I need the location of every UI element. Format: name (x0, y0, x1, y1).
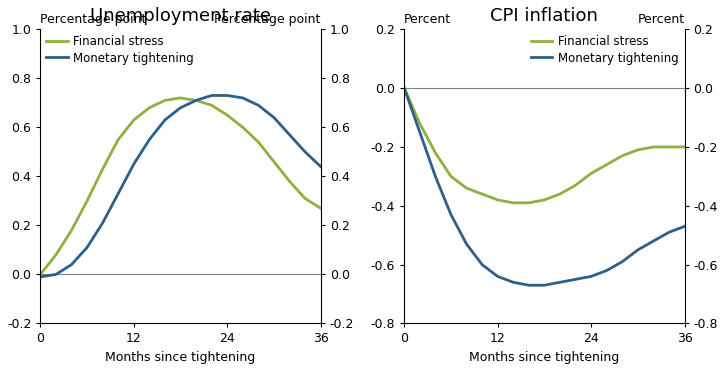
Financial stress (447, 174, 455, 178)
Monetary tightening (602, 268, 611, 273)
Monetary tightening (524, 283, 533, 288)
Financial stress (114, 137, 123, 142)
Financial stress (51, 253, 60, 257)
Financial stress (540, 198, 549, 202)
Financial stress (400, 86, 409, 91)
Financial stress (618, 154, 626, 158)
Monetary tightening (270, 115, 278, 120)
Monetary tightening (51, 272, 60, 277)
Financial stress (67, 228, 76, 233)
Financial stress (99, 167, 107, 171)
Monetary tightening (223, 93, 231, 98)
Financial stress (415, 121, 424, 126)
Monetary tightening (649, 239, 658, 243)
Financial stress (509, 201, 518, 205)
Monetary tightening (207, 93, 216, 98)
Financial stress (665, 145, 674, 149)
Financial stress (285, 179, 294, 184)
X-axis label: Months since tightening: Months since tightening (105, 351, 256, 364)
Financial stress (462, 186, 471, 190)
Financial stress (130, 118, 138, 122)
Financial stress (555, 192, 564, 196)
Financial stress (431, 151, 440, 155)
Financial stress (634, 148, 642, 152)
Line: Monetary tightening: Monetary tightening (41, 95, 320, 277)
Financial stress (176, 96, 185, 100)
Legend: Financial stress, Monetary tightening: Financial stress, Monetary tightening (46, 35, 194, 65)
Monetary tightening (665, 230, 674, 234)
Monetary tightening (316, 164, 325, 169)
Monetary tightening (680, 224, 689, 229)
Financial stress (680, 145, 689, 149)
Monetary tightening (114, 191, 123, 196)
Title: Unemployment rate: Unemployment rate (90, 7, 271, 25)
Line: Financial stress: Financial stress (41, 98, 320, 275)
Monetary tightening (99, 221, 107, 225)
Monetary tightening (493, 274, 502, 279)
Monetary tightening (83, 245, 91, 250)
Financial stress (207, 103, 216, 108)
Financial stress (493, 198, 502, 202)
Monetary tightening (587, 274, 595, 279)
Financial stress (83, 198, 91, 203)
Financial stress (602, 162, 611, 167)
Monetary tightening (145, 137, 154, 142)
Monetary tightening (509, 280, 518, 285)
Monetary tightening (447, 212, 455, 217)
Financial stress (160, 98, 169, 103)
Financial stress (571, 183, 580, 187)
Financial stress (36, 272, 45, 277)
Text: Percentage point: Percentage point (215, 13, 320, 26)
Text: Percentage point: Percentage point (41, 13, 146, 26)
Financial stress (316, 206, 325, 210)
Monetary tightening (160, 118, 169, 122)
Monetary tightening (555, 280, 564, 285)
Financial stress (191, 98, 200, 103)
Monetary tightening (571, 277, 580, 282)
Monetary tightening (67, 262, 76, 267)
Financial stress (223, 113, 231, 117)
Financial stress (301, 196, 310, 201)
Text: Percent: Percent (405, 13, 452, 26)
Financial stress (145, 105, 154, 110)
X-axis label: Months since tightening: Months since tightening (469, 351, 619, 364)
Financial stress (649, 145, 658, 149)
Monetary tightening (400, 86, 409, 91)
Financial stress (270, 160, 278, 164)
Monetary tightening (239, 96, 247, 100)
Legend: Financial stress, Monetary tightening: Financial stress, Monetary tightening (531, 35, 679, 65)
Title: CPI inflation: CPI inflation (490, 7, 598, 25)
Monetary tightening (176, 105, 185, 110)
Text: Percent: Percent (637, 13, 684, 26)
Financial stress (254, 140, 262, 144)
Line: Monetary tightening: Monetary tightening (405, 88, 684, 285)
Monetary tightening (254, 103, 262, 108)
Monetary tightening (285, 132, 294, 137)
Monetary tightening (634, 248, 642, 252)
Financial stress (239, 125, 247, 129)
Monetary tightening (540, 283, 549, 288)
Monetary tightening (478, 262, 486, 267)
Monetary tightening (130, 162, 138, 166)
Monetary tightening (415, 130, 424, 134)
Monetary tightening (462, 242, 471, 246)
Financial stress (524, 201, 533, 205)
Monetary tightening (301, 150, 310, 154)
Financial stress (478, 192, 486, 196)
Monetary tightening (36, 275, 45, 279)
Line: Financial stress: Financial stress (405, 88, 684, 203)
Monetary tightening (191, 98, 200, 103)
Monetary tightening (431, 174, 440, 178)
Monetary tightening (618, 259, 626, 264)
Financial stress (587, 171, 595, 175)
